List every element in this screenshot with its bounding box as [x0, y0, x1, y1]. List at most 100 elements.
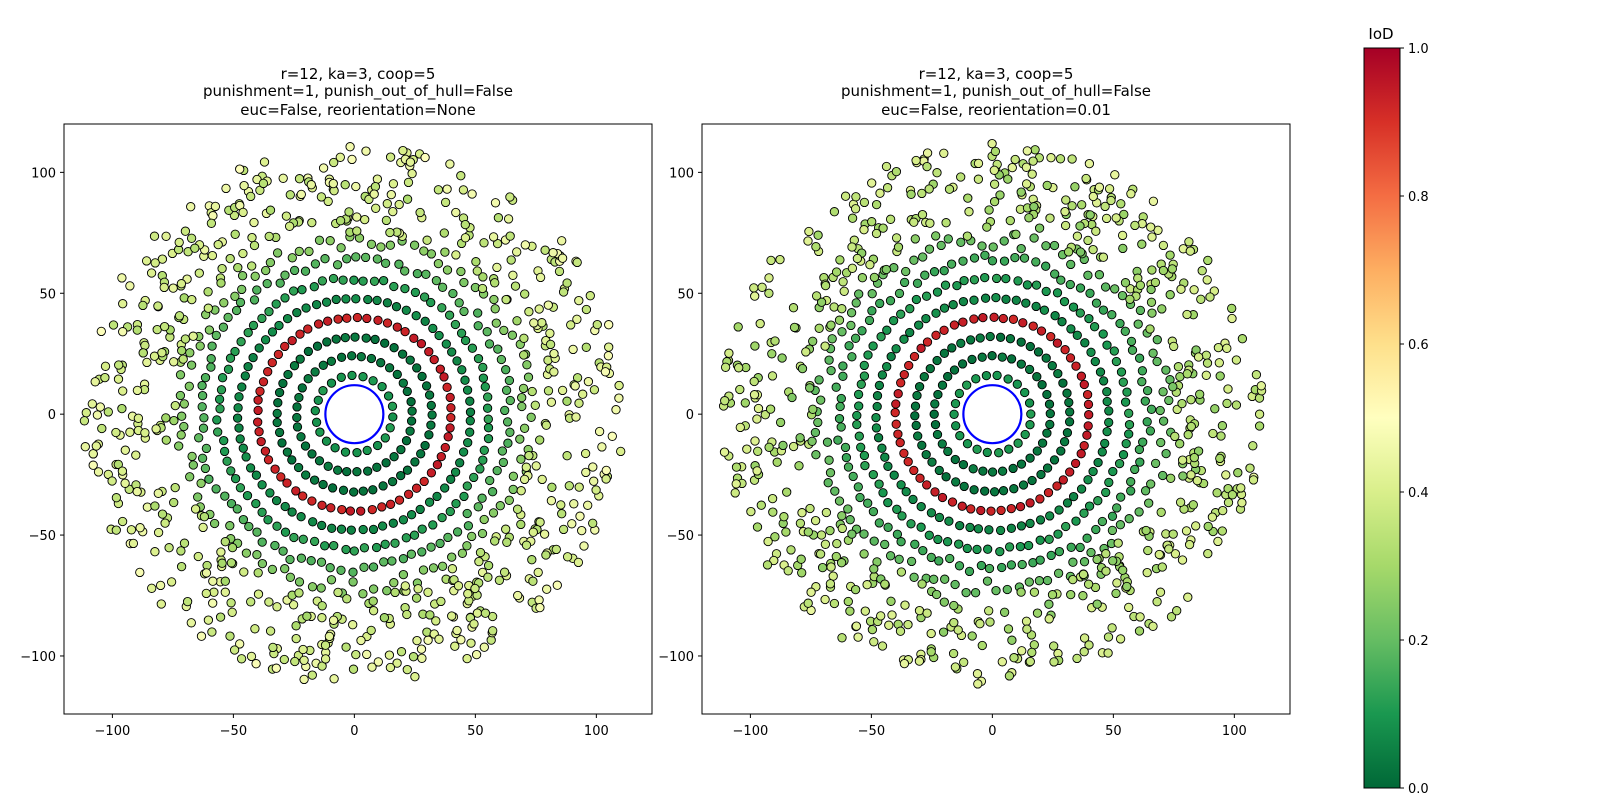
scatter-point [274, 320, 284, 331]
scatter-point [856, 379, 866, 389]
scatter-point [940, 574, 950, 584]
scatter-point [1217, 421, 1228, 431]
scatter-point [936, 240, 946, 251]
scatter-point [346, 525, 356, 535]
scatter-point [764, 442, 774, 452]
scatter-point [209, 518, 220, 529]
scatter-point [206, 354, 216, 364]
scatter-point [855, 492, 865, 503]
scatter-point [541, 550, 551, 560]
scatter-point [378, 481, 388, 491]
scatter-point [869, 637, 879, 647]
scatter-point [1104, 184, 1115, 194]
scatter-point [845, 515, 855, 525]
scatter-point [100, 361, 111, 371]
scatter-point [1068, 574, 1078, 585]
scatter-point [534, 304, 544, 314]
scatter-point [843, 462, 854, 472]
scatter-point [1006, 503, 1016, 514]
scatter-point [882, 325, 892, 335]
scatter-point [806, 587, 816, 597]
scatter-point [1022, 280, 1033, 290]
scatter-point [452, 527, 463, 537]
scatter-point [531, 461, 541, 471]
scatter-point [517, 392, 527, 403]
scatter-point [1104, 417, 1114, 428]
scatter-point [959, 481, 969, 492]
scatter-point [1146, 297, 1157, 307]
scatter-point [325, 236, 335, 246]
scatter-panel-left: r=12, ka=3, coop=5 punishment=1, punish_… [20, 65, 653, 739]
scatter-point [512, 247, 522, 257]
scatter-point [446, 474, 456, 484]
scatter-point [962, 439, 973, 449]
scatter-point [385, 240, 396, 250]
scatter-point [937, 439, 947, 449]
scatter-point [272, 521, 282, 531]
scatter-point [1205, 292, 1215, 302]
scatter-point [752, 414, 762, 424]
scatter-point [1138, 437, 1148, 447]
scatter-point [881, 161, 892, 172]
scatter-point [1032, 446, 1042, 456]
scatter-point [1182, 369, 1192, 379]
scatter-point [549, 367, 559, 377]
scatter-point [287, 253, 297, 263]
scatter-point [548, 248, 558, 258]
scatter-point [263, 455, 274, 465]
scatter-point [1079, 441, 1089, 451]
scatter-point [195, 341, 205, 351]
scatter-point [1104, 406, 1114, 416]
scatter-point [867, 178, 877, 188]
scatter-point [958, 317, 968, 327]
scatter-point [197, 402, 207, 412]
scatter-point [318, 386, 328, 396]
scatter-point [456, 635, 466, 645]
scatter-point [1092, 599, 1102, 609]
scatter-point [803, 527, 813, 537]
scatter-point [379, 613, 390, 623]
scatter-point [1152, 335, 1162, 345]
scatter-point [894, 554, 904, 564]
scatter-point [409, 530, 420, 540]
scatter-point [262, 278, 272, 289]
scatter-point [968, 464, 978, 474]
scatter-point [505, 395, 515, 406]
scatter-point [1079, 379, 1089, 390]
scatter-point [891, 419, 901, 429]
scatter-point [837, 327, 847, 337]
scatter-point [840, 191, 851, 201]
scatter-point [871, 228, 882, 239]
scatter-point [1059, 437, 1070, 447]
scatter-point [1084, 501, 1095, 511]
scatter-point [421, 381, 432, 391]
scatter-point [238, 207, 248, 218]
scatter-point [371, 542, 382, 553]
scatter-point [1178, 471, 1188, 481]
scatter-point [833, 435, 843, 445]
scatter-point [150, 501, 160, 511]
scatter-point [1004, 671, 1015, 681]
scatter-point [135, 567, 145, 578]
scatter-point [943, 234, 953, 244]
scatter-point [1215, 371, 1225, 381]
scatter-point [1016, 243, 1026, 254]
scatter-point [1157, 304, 1167, 314]
scatter-point [1041, 261, 1051, 271]
scatter-point [1068, 491, 1079, 502]
scatter-point [340, 447, 351, 457]
scatter-point [91, 441, 101, 451]
scatter-point [616, 446, 626, 457]
scatter-point [118, 386, 128, 396]
scatter-point [914, 605, 925, 616]
x-tick-label: 50 [1105, 724, 1122, 739]
scatter-point [995, 332, 1006, 342]
scatter-point [501, 294, 511, 305]
scatter-point [293, 462, 304, 473]
scatter-point [868, 341, 878, 351]
scatter-point [287, 455, 297, 465]
scatter-point [161, 231, 171, 241]
scatter-point [918, 545, 928, 556]
scatter-point [246, 191, 256, 202]
scatter-point [1222, 343, 1232, 353]
